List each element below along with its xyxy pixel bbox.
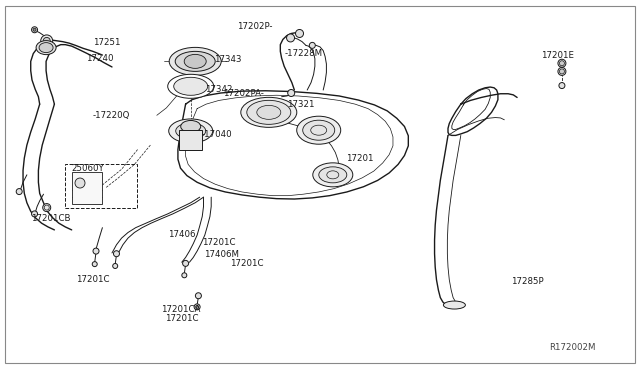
Text: 25060Y: 25060Y: [72, 164, 104, 173]
Text: 17240: 17240: [86, 54, 114, 63]
Text: 17343: 17343: [214, 55, 242, 64]
Text: 17201C: 17201C: [230, 259, 264, 268]
Text: 17342: 17342: [205, 85, 232, 94]
Text: -17040: -17040: [202, 130, 232, 139]
Text: 17201CA: 17201CA: [161, 305, 201, 314]
Ellipse shape: [257, 105, 281, 119]
Circle shape: [194, 304, 200, 310]
Circle shape: [31, 211, 38, 217]
Ellipse shape: [247, 100, 291, 124]
Ellipse shape: [180, 121, 201, 132]
Text: 17201E: 17201E: [541, 51, 574, 60]
Circle shape: [182, 273, 187, 278]
Ellipse shape: [184, 54, 206, 68]
Circle shape: [33, 28, 36, 31]
Circle shape: [41, 35, 52, 47]
Text: 17202PA-: 17202PA-: [223, 89, 264, 97]
Circle shape: [113, 251, 120, 257]
Text: 17321: 17321: [287, 100, 314, 109]
Bar: [65, 164, 137, 208]
Ellipse shape: [169, 47, 221, 76]
Circle shape: [43, 203, 51, 212]
Text: 17201C: 17201C: [76, 275, 109, 284]
Text: 17406M: 17406M: [204, 250, 239, 259]
Circle shape: [182, 260, 189, 266]
Text: 17406: 17406: [168, 230, 195, 239]
Text: 17201C: 17201C: [202, 238, 235, 247]
Circle shape: [44, 38, 50, 44]
Circle shape: [31, 27, 38, 33]
Text: 17201: 17201: [346, 154, 373, 163]
Ellipse shape: [444, 301, 465, 309]
Ellipse shape: [303, 120, 335, 140]
Circle shape: [559, 83, 565, 89]
Ellipse shape: [173, 77, 208, 95]
Circle shape: [559, 69, 564, 74]
Circle shape: [296, 29, 303, 38]
Circle shape: [93, 248, 99, 254]
Ellipse shape: [241, 97, 297, 127]
Circle shape: [559, 61, 564, 66]
Text: R172002M: R172002M: [549, 343, 596, 352]
Ellipse shape: [36, 41, 56, 55]
Circle shape: [92, 262, 97, 267]
Circle shape: [287, 34, 294, 42]
Text: 17285P: 17285P: [511, 278, 543, 286]
Circle shape: [288, 90, 294, 96]
Circle shape: [16, 189, 22, 195]
Ellipse shape: [176, 123, 205, 139]
Circle shape: [195, 293, 202, 299]
Ellipse shape: [39, 43, 53, 52]
Text: 17201CB: 17201CB: [31, 214, 70, 223]
Ellipse shape: [297, 116, 340, 144]
Ellipse shape: [319, 167, 347, 183]
Circle shape: [113, 263, 118, 269]
Circle shape: [196, 305, 198, 308]
Circle shape: [558, 59, 566, 67]
Bar: [72, 172, 102, 204]
Circle shape: [309, 42, 316, 48]
Text: 17202P-: 17202P-: [237, 22, 272, 31]
Text: -17228M: -17228M: [285, 49, 323, 58]
Text: 17201C: 17201C: [165, 314, 198, 323]
Circle shape: [75, 178, 85, 188]
Bar: [179, 130, 202, 150]
Circle shape: [558, 67, 566, 76]
Ellipse shape: [168, 74, 214, 98]
Ellipse shape: [175, 51, 215, 71]
Ellipse shape: [313, 163, 353, 187]
Text: -17220Q: -17220Q: [93, 111, 130, 120]
Ellipse shape: [169, 119, 212, 143]
Text: 17251: 17251: [93, 38, 120, 47]
